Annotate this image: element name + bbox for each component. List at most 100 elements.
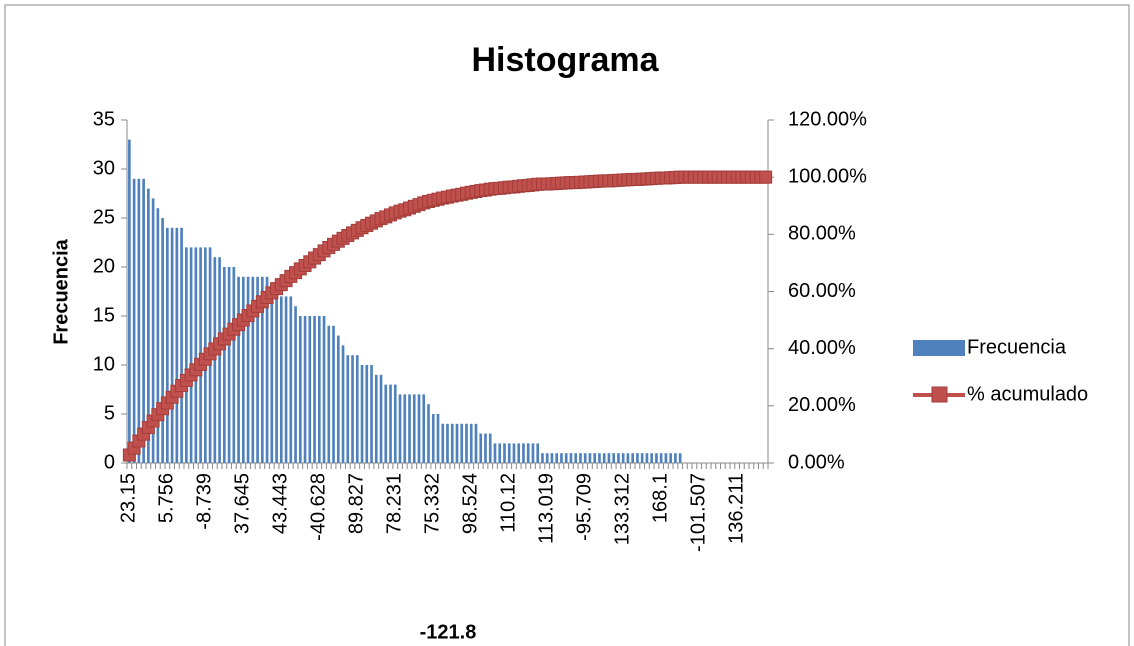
x-tick-label: 23.15: [118, 473, 140, 523]
bar: [284, 296, 288, 463]
bar: [469, 423, 473, 463]
bar: [598, 453, 601, 463]
bar: [303, 316, 307, 463]
bar: [626, 453, 630, 463]
bar: [379, 374, 383, 463]
bar: [427, 404, 430, 463]
y-tick-label: 30: [93, 157, 115, 179]
bar: [460, 423, 464, 463]
x-tick-label: 75.332: [422, 473, 444, 534]
bar: [621, 453, 625, 463]
bar: [503, 443, 506, 463]
bar: [417, 394, 421, 463]
bar: [232, 267, 236, 463]
bar: [260, 276, 264, 463]
legend-label: Frecuencia: [967, 336, 1067, 358]
x-tick-label: 168.1: [649, 473, 671, 523]
bar: [180, 227, 183, 463]
bar: [531, 443, 535, 463]
y-tick-label: 10: [93, 353, 115, 375]
x-tick-label: 37.645: [232, 473, 254, 534]
x-tick-label: 136.211: [725, 473, 747, 544]
bar: [389, 384, 392, 463]
bar: [170, 227, 174, 463]
bar: [341, 345, 345, 463]
bar: [279, 296, 283, 463]
bar: [384, 384, 388, 463]
x-tick-label: 89.827: [346, 473, 368, 534]
y2-tick-label: 20.00%: [788, 394, 856, 416]
bar: [265, 276, 269, 463]
bar: [488, 433, 492, 463]
bar: [185, 247, 188, 463]
bar: [223, 267, 226, 463]
bar: [455, 423, 459, 463]
bar: [664, 453, 668, 463]
bar: [237, 276, 240, 463]
bar: [574, 453, 578, 463]
chart-title: Histograma: [471, 41, 659, 79]
bar: [512, 443, 516, 463]
bar: [403, 394, 407, 463]
bar: [422, 394, 426, 463]
bar: [607, 453, 611, 463]
bar: [327, 325, 331, 463]
bar: [355, 355, 359, 463]
bar: [593, 453, 597, 463]
y-tick-label: 25: [93, 206, 115, 228]
bar: [398, 394, 402, 463]
bar: [393, 384, 397, 463]
y2-tick-label: 40.00%: [788, 337, 856, 359]
bar: [645, 453, 649, 463]
bar: [545, 453, 549, 463]
chart-border: [4, 4, 1130, 646]
bar: [579, 453, 582, 463]
bar: [678, 453, 682, 463]
bar: [346, 355, 350, 463]
bar: [137, 178, 141, 464]
bar: [151, 198, 155, 463]
bar: [161, 218, 164, 463]
y-tick-label: 5: [104, 402, 115, 424]
y2-tick-label: 80.00%: [788, 223, 856, 245]
bar: [484, 433, 487, 463]
bar: [465, 423, 468, 463]
bar: [659, 453, 663, 463]
bar: [446, 423, 449, 463]
y-axis-title: Frecuencia: [50, 238, 72, 344]
bar: [479, 433, 483, 463]
bar: [270, 286, 274, 463]
bar: [588, 453, 592, 463]
bar: [189, 247, 193, 463]
bar: [431, 414, 435, 463]
bar: [436, 414, 440, 463]
bar: [227, 267, 231, 463]
x-tick-label: -40.628: [308, 473, 330, 541]
bar: [351, 355, 354, 463]
bar: [493, 443, 497, 463]
bar: [617, 453, 620, 463]
bar: [294, 306, 297, 463]
bar: [128, 139, 131, 463]
bar: [550, 453, 554, 463]
bar: [612, 453, 616, 463]
bar: [166, 227, 169, 463]
bar: [564, 453, 568, 463]
x-axis-title: -121.8: [420, 621, 477, 643]
bar: [370, 365, 373, 463]
bar: [317, 316, 321, 463]
bar: [251, 276, 255, 463]
bar: [640, 453, 644, 463]
bar: [536, 443, 540, 463]
bar: [147, 188, 150, 463]
y2-tick-label: 100.00%: [788, 165, 867, 187]
x-tick-label: -8.739: [194, 473, 216, 530]
bar: [175, 227, 179, 463]
bar: [246, 276, 250, 463]
bar: [218, 257, 221, 463]
x-tick-label: 43.443: [270, 473, 292, 534]
bar: [526, 443, 530, 463]
bar: [631, 453, 635, 463]
